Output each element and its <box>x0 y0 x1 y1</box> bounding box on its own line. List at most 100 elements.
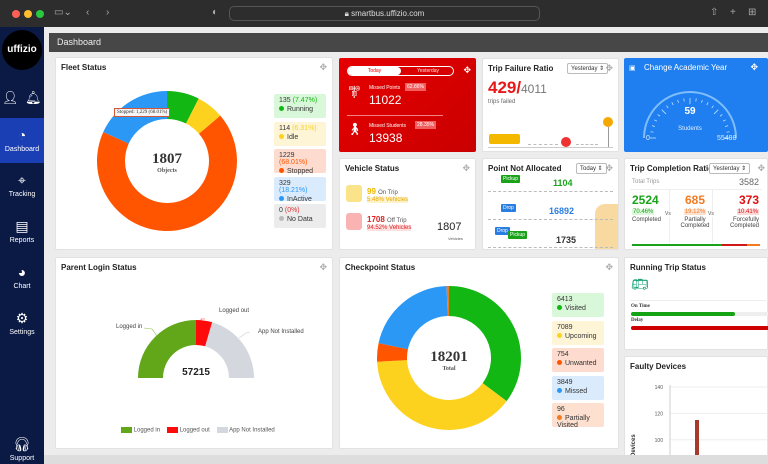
legend-label: Idle <box>287 133 299 141</box>
sidebar-item-settings[interactable]: ⚙︎ Settings <box>0 310 44 336</box>
sidebar-item-support[interactable]: 🎧︎ Support <box>0 436 44 462</box>
share-icon[interactable]: ⇧ <box>710 7 719 18</box>
legend-label: Missed <box>565 387 588 395</box>
move-icon[interactable]: ✥ <box>463 65 471 75</box>
gauge-tick <box>725 125 729 127</box>
tab-yesterday[interactable]: Yesterday <box>416 68 440 74</box>
divider <box>347 115 443 116</box>
gauge-value: 59 <box>684 106 696 117</box>
legend-item-app-not-installed[interactable]: App Not Installed <box>216 427 275 434</box>
move-icon[interactable]: ✥ <box>750 62 758 72</box>
new-tab-icon[interactable]: + <box>730 7 736 18</box>
period-select[interactable]: Yesterday ⇕ <box>709 163 751 174</box>
period-select[interactable]: Yesterday ⇕ <box>567 63 609 74</box>
move-icon[interactable]: ✥ <box>605 262 613 272</box>
on-trip-label: On Trip <box>378 190 398 196</box>
pickup-tag: Pickup <box>501 175 521 183</box>
user-icon[interactable]: 👤︎ <box>2 90 19 105</box>
completion-bar-segment <box>722 244 747 246</box>
fleet-donut <box>96 91 237 231</box>
legend-item-logged-in[interactable]: Logged in <box>121 427 160 434</box>
legend-value: 7089 <box>557 323 573 331</box>
parent-total: 57215 <box>182 367 210 378</box>
move-icon[interactable]: ✥ <box>605 163 613 173</box>
both-not-allocated-value: 1735 <box>556 235 577 245</box>
slice-unwanted[interactable] <box>377 343 408 362</box>
students-gauge <box>643 91 737 139</box>
sidebar-item-tracking[interactable]: ⌖ Tracking <box>0 172 44 198</box>
chart-legend: Logged in Logged out App Not Installed <box>121 427 275 434</box>
legend-label: InActive <box>287 195 312 203</box>
minimize-window-button[interactable] <box>24 10 32 18</box>
tabs-overview-icon[interactable]: ⊞ <box>748 7 757 18</box>
slice-partially-visited[interactable] <box>446 286 449 317</box>
bar[interactable] <box>695 420 699 464</box>
legend-item-stopped[interactable]: 1229 (68.01%) Stopped <box>274 149 326 175</box>
legend-item-visited[interactable]: 6413 Visited <box>552 293 604 317</box>
school-bus-icon <box>489 134 520 144</box>
move-icon[interactable]: ✥ <box>605 63 613 73</box>
headset-icon: 🎧︎ <box>13 436 31 452</box>
legend-item-logged-out[interactable]: Logged out <box>167 427 210 434</box>
legend-item-idle[interactable]: 114 (6.31%) Idle <box>274 121 326 146</box>
move-icon[interactable]: ✥ <box>757 163 765 173</box>
maximize-window-button[interactable] <box>36 10 44 18</box>
slice-running[interactable] <box>167 91 199 124</box>
url-bar[interactable]: 🔒︎ smartbus.uffizio.com <box>229 6 540 21</box>
slice-visited[interactable] <box>449 286 521 402</box>
legend-item-upcoming[interactable]: 7089 Upcoming <box>552 320 604 345</box>
status-dot-icon <box>279 106 284 111</box>
legend-item-no-data[interactable]: 0 (0%) No Data <box>274 204 326 228</box>
road <box>528 144 558 145</box>
legend-value: 1229 <box>279 152 295 159</box>
total-trips-label: Total Trips <box>632 179 660 185</box>
move-icon[interactable]: ✥ <box>319 62 327 72</box>
completion-forcefully-completed: 373 10.41% Forcefully Completed <box>715 193 759 229</box>
slice-stopped[interactable] <box>96 115 237 231</box>
move-icon[interactable]: ✥ <box>462 163 470 173</box>
legend-pct: (68.01%) <box>279 159 308 166</box>
slice-logged-in[interactable] <box>138 320 196 378</box>
y-tick-label: 100 <box>655 438 664 444</box>
slice-inactive[interactable] <box>103 91 167 144</box>
sidebar-toggle-icon[interactable]: ▭⌄ <box>54 7 72 18</box>
slice-app-not-installed[interactable] <box>205 322 254 378</box>
legend-label: Visited <box>565 305 586 312</box>
slice-logged-out[interactable] <box>196 320 213 347</box>
sidebar <box>0 27 44 464</box>
legend-value: 0 <box>279 207 283 214</box>
fleet-status-card: Fleet Status ✥ 1807 Objects Stopped: 1,2… <box>55 57 333 250</box>
legend-item-partially-visited[interactable]: 96 Partially Visited <box>552 403 604 429</box>
sidebar-item-reports[interactable]: ▤ Reports <box>0 218 44 244</box>
shield-icon[interactable]: ◐ <box>212 7 219 18</box>
forward-icon[interactable]: › <box>106 7 110 18</box>
bell-icon[interactable]: 🔔︎ <box>25 90 42 105</box>
vehicles-total-label: Vehicles <box>448 236 463 241</box>
move-icon[interactable]: ✥ <box>319 262 327 272</box>
legend-pct: (7.47%) <box>292 97 318 104</box>
completion-pct: 10.41% <box>736 209 759 215</box>
slice-upcoming[interactable] <box>377 360 507 430</box>
back-icon[interactable]: ‹ <box>86 7 90 18</box>
delay-bar <box>631 326 768 330</box>
legend-item-unwanted[interactable]: 754 Unwanted <box>552 348 604 372</box>
map-pin-icon: ⌖ <box>18 172 26 188</box>
legend-item-running[interactable]: 135 (7.47%) Running <box>274 94 326 118</box>
bus-stop-icon <box>603 117 613 127</box>
period-select[interactable]: Today ⇕ <box>576 163 607 174</box>
slice-idle[interactable] <box>185 98 221 134</box>
sidebar-item-chart[interactable]: ◕ Chart <box>0 264 44 290</box>
slice-missed[interactable] <box>378 286 448 350</box>
ground-line <box>488 147 613 148</box>
academic-year-card[interactable]: ▣ Change Academic Year ✥ 59 Students 0 5… <box>624 58 768 152</box>
legend-item-missed[interactable]: 3849 Missed <box>552 375 604 400</box>
status-dot-icon <box>557 415 562 420</box>
tab-today[interactable]: Today <box>348 67 401 75</box>
close-window-button[interactable] <box>12 10 20 18</box>
legend-item-inactive[interactable]: 329 (18.21%) InActive <box>274 176 326 203</box>
status-dot-icon <box>557 387 562 393</box>
horizontal-scrollbar[interactable] <box>44 455 768 464</box>
legend-label: Upcoming <box>565 332 597 340</box>
sidebar-item-dashboard[interactable]: ◔ Dashboard <box>0 118 44 163</box>
gauge-tick <box>701 99 703 103</box>
